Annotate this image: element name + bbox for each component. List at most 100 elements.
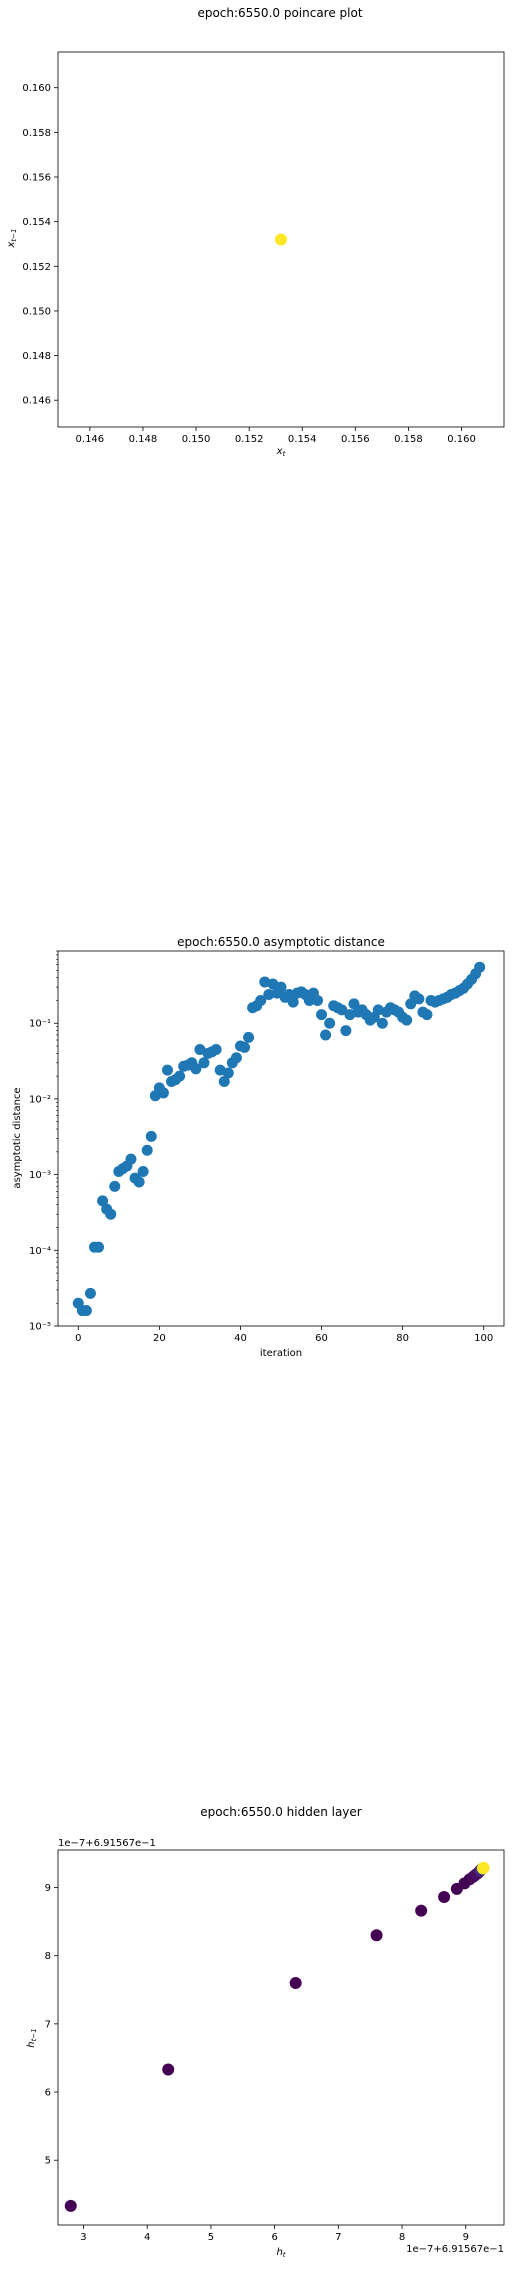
y-tick-label: 6: [45, 2088, 51, 2099]
scatter-point: [415, 1904, 428, 1917]
scatter-point: [348, 998, 360, 1010]
hidden-layer-x-offset-label: 1e−7+6.91567e−1: [406, 2244, 504, 2255]
scatter-point: [421, 1009, 433, 1021]
scatter-point: [84, 1287, 96, 1299]
x-tick-label: 0: [75, 1333, 81, 1344]
y-tick-label: 8: [45, 1951, 51, 1962]
x-tick-label: 20: [153, 1333, 166, 1344]
poincare-ticks: 0.146 0.148 0.150 0.152 0.154 0.156 0.158 0.160…: [22, 83, 475, 445]
scatter-point: [161, 1064, 173, 1076]
asymptotic-axes-frame: [57, 950, 505, 1327]
x-tick-label: 0.152: [235, 434, 264, 445]
x-tick-label: 0.154: [288, 434, 317, 445]
hidden-layer-axes-frame: [57, 1849, 505, 2226]
scatter-point: [125, 1153, 137, 1165]
x-tick-label: 0.156: [341, 434, 370, 445]
scatter-point: [324, 1017, 336, 1029]
scatter-point: [287, 996, 299, 1008]
hidden-layer-xlabel: ht: [276, 2247, 285, 2259]
y-tick-label: 9: [45, 1883, 51, 1894]
hidden-layer-title: epoch:6550.0 hidden layer: [200, 1805, 362, 1819]
scatter-point: [222, 1067, 234, 1079]
hidden-layer-y-offset-label: 1e−7+6.91567e−1: [58, 1838, 156, 1849]
y-tick-label: 0.150: [22, 306, 51, 317]
scatter-point: [80, 1305, 92, 1317]
x-tick-label: 3: [80, 2232, 86, 2243]
y-tick-label: 7: [45, 2019, 51, 2030]
x-tick-label: 5: [208, 2232, 214, 2243]
x-tick-label: 4: [144, 2232, 150, 2243]
y-tick-label: 10⁻⁴: [29, 1246, 51, 1257]
asymptotic-ylabel: asymptotic distance: [12, 1087, 23, 1188]
y-tick-label: 0.160: [22, 83, 51, 94]
poincare-ylabel: xt−1: [6, 229, 18, 249]
scatter-point: [336, 1004, 348, 1016]
scatter-point: [255, 994, 267, 1006]
scatter-point: [133, 1176, 145, 1188]
y-tick-label: 0.152: [22, 262, 51, 273]
x-tick-label: 0.148: [129, 434, 158, 445]
scatter-point: [477, 1861, 490, 1874]
scatter-point: [340, 1025, 352, 1037]
x-tick-label: 0.146: [76, 434, 105, 445]
y-tick-label: 5: [45, 2156, 51, 2167]
x-tick-label: 0.158: [394, 434, 423, 445]
x-tick-label: 0.150: [182, 434, 211, 445]
hidden-layer-chart: epoch:6550.0 hidden layer 1e−7+6.91567e−…: [26, 1805, 505, 2259]
scatter-point: [157, 1087, 169, 1099]
scatter-point: [370, 1929, 383, 1942]
scatter-point: [137, 1165, 149, 1177]
y-tick-label: 10⁻¹: [29, 1019, 51, 1030]
scatter-point: [239, 1041, 251, 1053]
scatter-point: [64, 2199, 77, 2212]
y-tick-label: 10⁻²: [29, 1094, 51, 1105]
asymptotic-marks: [72, 961, 486, 1317]
y-tick-label: 10⁻⁵: [29, 1322, 51, 1333]
x-tick-label: 6: [271, 2232, 277, 2243]
y-tick-label: 10⁻³: [29, 1170, 51, 1181]
scatter-point: [105, 1208, 117, 1220]
x-tick-label: 8: [399, 2232, 405, 2243]
scatter-point: [289, 1976, 302, 1989]
poincare-title: epoch:6550.0 poincare plot: [197, 6, 362, 20]
scatter-point: [275, 233, 287, 246]
scatter-point: [438, 1891, 451, 1904]
scatter-point: [243, 1031, 255, 1043]
scatter-point: [474, 961, 486, 973]
scatter-point: [162, 2063, 175, 2076]
x-tick-label: 60: [315, 1333, 328, 1344]
scatter-point: [376, 1017, 388, 1029]
scatter-point: [230, 1052, 242, 1064]
hidden-layer-ticks: 3 4 5 6 7 8 9 5 6 7 8 9: [45, 1883, 469, 2243]
scatter-point: [97, 1195, 109, 1207]
poincare-xlabel: xt: [276, 446, 286, 458]
asymptotic-xlabel: iteration: [260, 1348, 302, 1359]
asymptotic-title: epoch:6550.0 asymptotic distance: [177, 935, 385, 949]
scatter-point: [218, 1075, 230, 1087]
scatter-point: [311, 994, 323, 1006]
asymptotic-ticks: 0 20 40 60 80 100 10⁻⁵ 10⁻⁴ 10⁻³ 10⁻² 10⁻¹: [29, 950, 493, 1344]
y-tick-label: 0.156: [22, 173, 51, 184]
scatter-point: [263, 988, 275, 1000]
poincare-marks: [275, 233, 287, 246]
scatter-point: [316, 1009, 328, 1021]
scatter-point: [109, 1180, 121, 1192]
x-tick-label: 100: [474, 1333, 493, 1344]
scatter-point: [93, 1241, 105, 1253]
x-tick-label: 7: [335, 2232, 341, 2243]
scatter-point: [174, 1070, 186, 1082]
asymptotic-chart: epoch:6550.0 asymptotic distance 0 20 40 60…: [12, 935, 505, 1359]
scatter-point: [275, 981, 287, 993]
x-tick-label: 9: [463, 2232, 469, 2243]
scatter-point: [141, 1144, 153, 1156]
y-tick-label: 0.148: [22, 351, 51, 362]
scatter-point: [198, 1057, 210, 1069]
scatter-point: [320, 1029, 332, 1041]
poincare-axes-frame: [57, 51, 505, 428]
scatter-point: [190, 1063, 202, 1075]
y-tick-label: 0.158: [22, 128, 51, 139]
scatter-point: [210, 1043, 222, 1055]
scatter-point: [145, 1130, 157, 1142]
x-tick-label: 80: [396, 1333, 409, 1344]
